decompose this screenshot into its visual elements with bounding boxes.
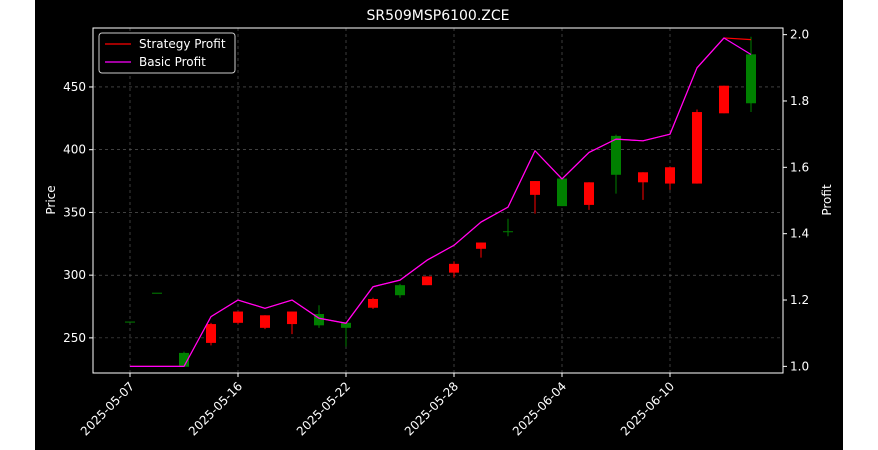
candle-body (314, 314, 324, 326)
candle-body (557, 178, 567, 207)
candle-body (260, 315, 270, 328)
candle-body (422, 276, 432, 286)
candle (368, 297, 378, 310)
candle-body (665, 167, 675, 184)
right-y-tick-label: 1.6 (790, 160, 809, 174)
candle (719, 85, 729, 114)
candle (638, 172, 648, 200)
series-line-basic-profit (130, 37, 752, 367)
right-y-tick-label: 1.2 (790, 293, 809, 307)
candle (503, 218, 513, 237)
candle-body (125, 321, 135, 323)
candle (314, 305, 324, 328)
candle-body (503, 231, 513, 233)
candle (665, 167, 675, 190)
right-y-tick-label: 1.8 (790, 94, 809, 108)
candle-body (206, 324, 216, 343)
candlesticks (125, 36, 756, 367)
candle (449, 261, 459, 278)
candle-body (341, 322, 351, 328)
candle (584, 182, 594, 210)
left-y-tick-label: 400 (63, 143, 86, 157)
left-y-tick-label: 350 (63, 205, 86, 219)
candle (233, 311, 243, 325)
legend-box (98, 32, 236, 74)
right-y-axis-ticks: 1.0 1.2 1.4 1.6 1.8 2.0 (783, 28, 809, 373)
candle (152, 292, 162, 294)
candle-body (611, 135, 621, 175)
right-y-tick-label: 2.0 (790, 28, 809, 42)
profit-lines (130, 37, 752, 367)
left-y-tick-label: 250 (63, 331, 86, 345)
right-y-tick-label: 1.0 (790, 359, 809, 373)
candle-body (638, 172, 648, 183)
candle (287, 311, 297, 335)
candle (395, 283, 405, 298)
candle (746, 36, 756, 113)
candle (179, 351, 189, 367)
candle-body (152, 292, 162, 294)
candle-body (530, 181, 540, 195)
right-axis-label: Profit (820, 184, 834, 216)
candle-body (287, 311, 297, 325)
candle (692, 109, 702, 184)
left-y-tick-label: 300 (63, 268, 86, 282)
candle-body (719, 85, 729, 114)
chart-title: SR509MSP6100.ZCE (366, 8, 509, 24)
candle-body (368, 298, 378, 308)
candle (341, 322, 351, 347)
candle-body (746, 54, 756, 104)
candle (422, 276, 432, 286)
candle-body (692, 112, 702, 184)
candle-body (449, 263, 459, 273)
candle-body (584, 182, 594, 205)
candle (125, 321, 135, 323)
candle-body (476, 242, 486, 249)
candle (260, 315, 270, 330)
candle (530, 181, 540, 214)
right-y-tick-label: 1.4 (790, 227, 809, 241)
left-y-axis-ticks: 250 300 350 400 450 (63, 80, 93, 345)
legend-label-strategy-profit: Strategy Profit (139, 37, 226, 51)
legend-label-basic-profit: Basic Profit (139, 55, 206, 69)
candle (557, 178, 567, 207)
legend: Strategy Profit Basic Profit (98, 32, 236, 74)
left-y-tick-label: 450 (63, 80, 86, 94)
candle (611, 134, 621, 194)
figure-background (35, 0, 843, 450)
candle-body (395, 285, 405, 296)
candle (476, 242, 486, 258)
plot-area-frame (92, 27, 784, 374)
candle-body (179, 352, 189, 367)
candle (206, 322, 216, 346)
left-axis-label: Price (44, 185, 58, 214)
candle-body (233, 311, 243, 323)
